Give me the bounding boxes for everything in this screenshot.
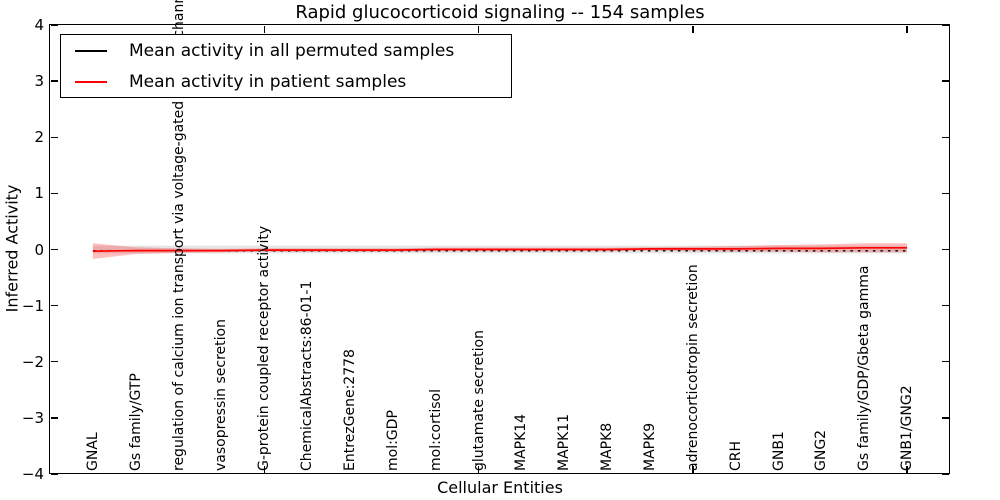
x-tick-label: ChemicalAbstracts:86-01-1	[299, 280, 316, 471]
y-tick-left	[51, 136, 58, 138]
x-tick-bottom	[263, 466, 265, 473]
y-tick-label: −2	[21, 352, 44, 371]
x-tick-label: MAPK14	[513, 413, 530, 471]
x-tick-label: Gs family/GTP	[127, 373, 144, 471]
legend-row: Mean activity in all permuted samples	[61, 35, 511, 66]
x-tick-label: GNB1/GNG2	[899, 385, 916, 471]
y-tick-left	[51, 192, 58, 195]
y-tick-left	[51, 473, 58, 475]
x-tick-top	[477, 26, 480, 33]
y-tick-left	[51, 417, 58, 419]
y-tick-left	[51, 304, 58, 307]
x-tick-label: GNAL	[84, 432, 101, 471]
x-tick-label: EntrezGene:2778	[342, 349, 358, 471]
x-tick-label: MAPK9	[642, 422, 658, 471]
y-tick-label: −3	[21, 408, 44, 427]
x-tick-label: CRH	[727, 440, 744, 471]
y-tick-right	[942, 80, 949, 82]
plot-area	[49, 24, 950, 474]
x-tick-label: GNG2	[813, 429, 830, 471]
x-tick-top	[906, 26, 908, 33]
x-tick-label: mol:cortisol	[427, 389, 444, 471]
y-tick-label: 1	[34, 184, 44, 203]
x-axis-label: Cellular Entities	[437, 478, 563, 497]
y-tick-left	[51, 80, 58, 82]
chart-title: Rapid glucocorticoid signaling -- 154 sa…	[295, 2, 705, 23]
y-axis-label: Inferred Activity	[2, 184, 22, 313]
x-tick-label: Gs family/GDP/Gbeta gamma	[856, 265, 873, 472]
legend-label: Mean activity in patient samples	[129, 71, 407, 92]
permuted-line-sample-icon	[75, 49, 107, 52]
y-tick-right	[942, 136, 949, 138]
legend: Mean activity in all permuted samples Me…	[60, 34, 512, 98]
x-tick-bottom	[692, 466, 694, 473]
y-tick-right	[942, 24, 949, 26]
y-tick-label: −4	[21, 465, 44, 483]
x-tick-top	[692, 26, 694, 33]
y-tick-right	[942, 192, 949, 195]
x-tick-label: MAPK8	[599, 422, 616, 471]
y-tick-left	[51, 24, 58, 26]
legend-row: Mean activity in patient samples	[61, 66, 511, 97]
patient-line-sample-icon	[75, 80, 107, 83]
legend-label: Mean activity in all permuted samples	[129, 40, 455, 61]
y-tick-label: 4	[34, 16, 44, 34]
x-tick-label: glutamate secretion	[470, 330, 487, 471]
y-tick-label: 3	[34, 72, 44, 91]
patient-mean-line	[92, 246, 908, 253]
y-tick-right	[942, 248, 949, 251]
x-tick-label: mol:GDP	[384, 410, 401, 471]
y-tick-right	[942, 304, 949, 307]
y-tick-left	[51, 248, 58, 251]
x-tick-bottom	[477, 466, 480, 473]
y-tick-right	[942, 473, 949, 475]
y-tick-label: 2	[34, 128, 44, 147]
y-tick-left	[51, 361, 58, 363]
y-tick-right	[942, 361, 949, 363]
x-tick-label: GNB1	[770, 431, 787, 471]
x-tick-bottom	[906, 466, 908, 473]
y-tick-right	[942, 417, 949, 419]
x-tick-label: MAPK11	[556, 413, 573, 471]
x-tick-label: G-protein coupled receptor activity	[256, 225, 273, 471]
y-tick-label: 0	[34, 240, 44, 259]
x-tick-label: vasopressin secretion	[213, 319, 230, 471]
y-tick-label: −1	[21, 296, 44, 315]
x-tick-top	[263, 26, 265, 33]
x-tick-label: adrenocorticotropin secretion	[684, 264, 701, 471]
